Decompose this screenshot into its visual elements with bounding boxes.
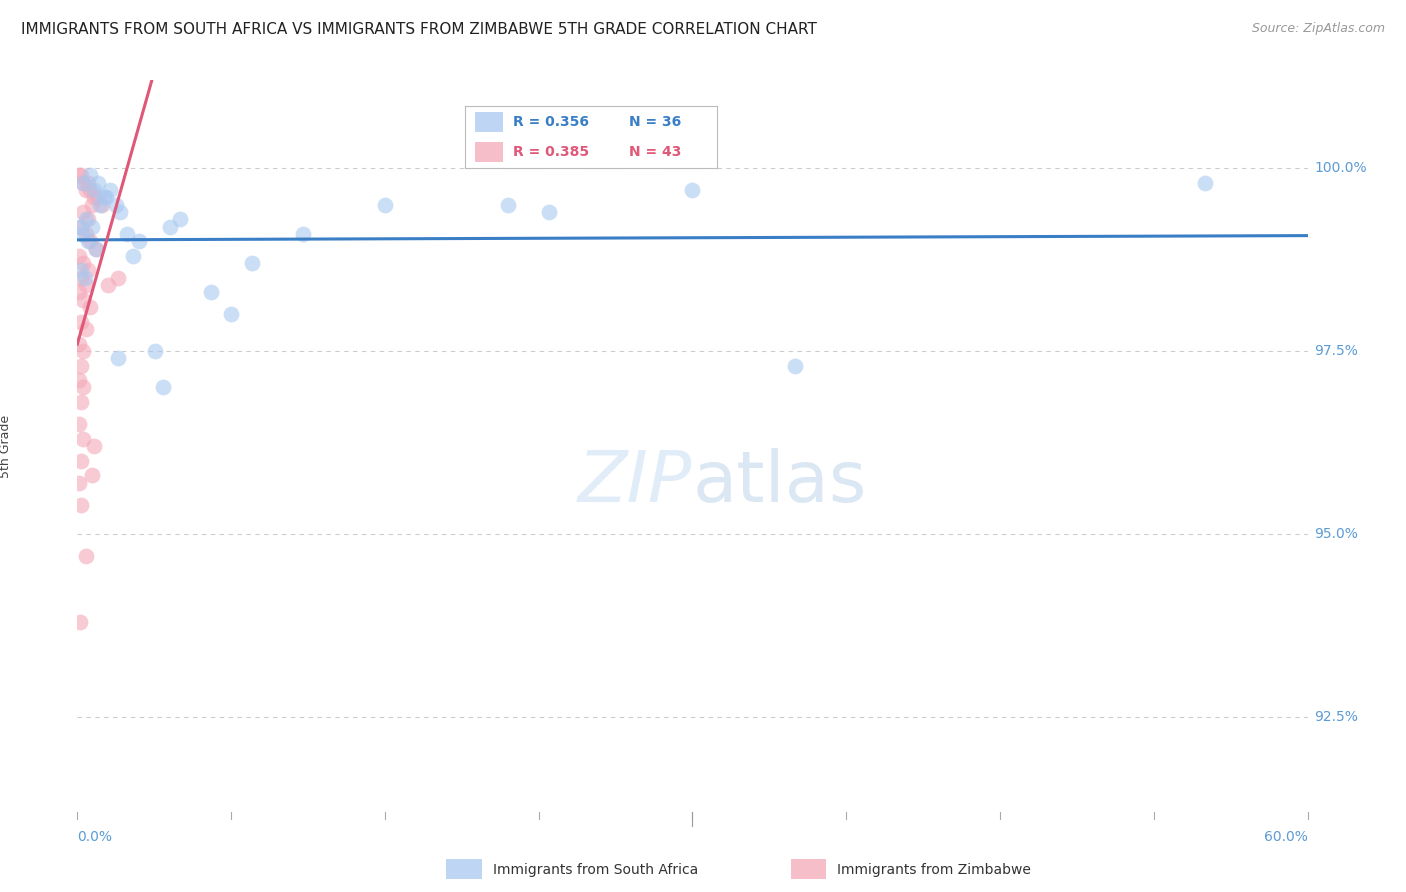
Text: atlas: atlas <box>693 448 868 517</box>
Point <box>219 307 242 321</box>
Point <box>75 183 97 197</box>
Point <box>72 432 94 446</box>
Point <box>128 234 150 248</box>
Point <box>70 453 93 467</box>
Point <box>143 343 166 358</box>
Point <box>159 219 181 234</box>
Point <box>75 278 97 293</box>
Point <box>75 227 97 241</box>
Text: 5th Grade: 5th Grade <box>0 415 13 477</box>
Point <box>496 197 519 211</box>
Point <box>783 359 806 373</box>
Point <box>80 197 103 211</box>
Point <box>121 249 143 263</box>
Point <box>70 315 93 329</box>
Point <box>110 205 132 219</box>
Point <box>69 219 91 234</box>
Point <box>67 169 90 183</box>
Point <box>80 219 103 234</box>
Point <box>169 212 191 227</box>
Text: 97.5%: 97.5% <box>1315 344 1358 358</box>
Text: 95.0%: 95.0% <box>1315 527 1358 541</box>
Point <box>72 293 94 307</box>
Point <box>70 219 93 234</box>
Text: Immigrants from South Africa: Immigrants from South Africa <box>494 863 697 877</box>
Point <box>67 285 90 300</box>
Point <box>1194 176 1216 190</box>
Point <box>83 183 105 197</box>
Point <box>72 380 94 394</box>
Point <box>70 169 93 183</box>
Point <box>70 395 93 409</box>
Point <box>83 190 105 204</box>
Point <box>73 270 96 285</box>
Point <box>537 205 560 219</box>
Point <box>70 263 93 277</box>
Text: 92.5%: 92.5% <box>1315 710 1358 723</box>
Point <box>67 249 90 263</box>
Point <box>79 169 101 183</box>
Point <box>72 256 94 270</box>
Point <box>72 176 94 190</box>
Point <box>97 278 120 293</box>
Point <box>105 197 128 211</box>
Point <box>152 380 174 394</box>
Point <box>76 263 98 277</box>
Point <box>682 183 704 197</box>
Point <box>291 227 314 241</box>
Point <box>79 234 101 248</box>
Point <box>87 190 110 204</box>
Point <box>69 615 91 629</box>
Point <box>72 176 94 190</box>
Point <box>70 270 93 285</box>
Text: IMMIGRANTS FROM SOUTH AFRICA VS IMMIGRANTS FROM ZIMBABWE 5TH GRADE CORRELATION C: IMMIGRANTS FROM SOUTH AFRICA VS IMMIGRAN… <box>21 22 817 37</box>
Point <box>84 242 107 256</box>
Text: ZIP: ZIP <box>578 448 693 517</box>
Point <box>67 336 90 351</box>
Text: Source: ZipAtlas.com: Source: ZipAtlas.com <box>1251 22 1385 36</box>
Point <box>107 351 129 366</box>
Point <box>70 498 93 512</box>
Point <box>240 256 263 270</box>
Point <box>72 343 94 358</box>
Point <box>67 417 90 431</box>
Point <box>72 205 94 219</box>
Text: Immigrants from Zimbabwe: Immigrants from Zimbabwe <box>838 863 1031 877</box>
Point <box>79 183 101 197</box>
Point <box>98 183 121 197</box>
Point <box>76 212 98 227</box>
Point <box>83 439 105 453</box>
Text: 60.0%: 60.0% <box>1264 830 1308 844</box>
Point <box>94 190 117 204</box>
Point <box>89 197 111 211</box>
Point <box>90 197 114 211</box>
Point <box>72 227 94 241</box>
Point <box>107 270 129 285</box>
Point <box>67 373 90 387</box>
Point <box>87 176 110 190</box>
Point <box>76 234 98 248</box>
Point <box>80 468 103 483</box>
Point <box>84 242 107 256</box>
Point <box>75 322 97 336</box>
Point <box>79 300 101 314</box>
Point <box>374 197 396 211</box>
Text: 0.0%: 0.0% <box>77 830 112 844</box>
Point <box>67 475 90 490</box>
Text: 100.0%: 100.0% <box>1315 161 1367 175</box>
Point <box>93 190 115 204</box>
Point <box>76 176 98 190</box>
Point <box>70 359 93 373</box>
Point <box>200 285 222 300</box>
Point <box>75 549 97 563</box>
Point <box>75 212 97 227</box>
Point <box>115 227 138 241</box>
